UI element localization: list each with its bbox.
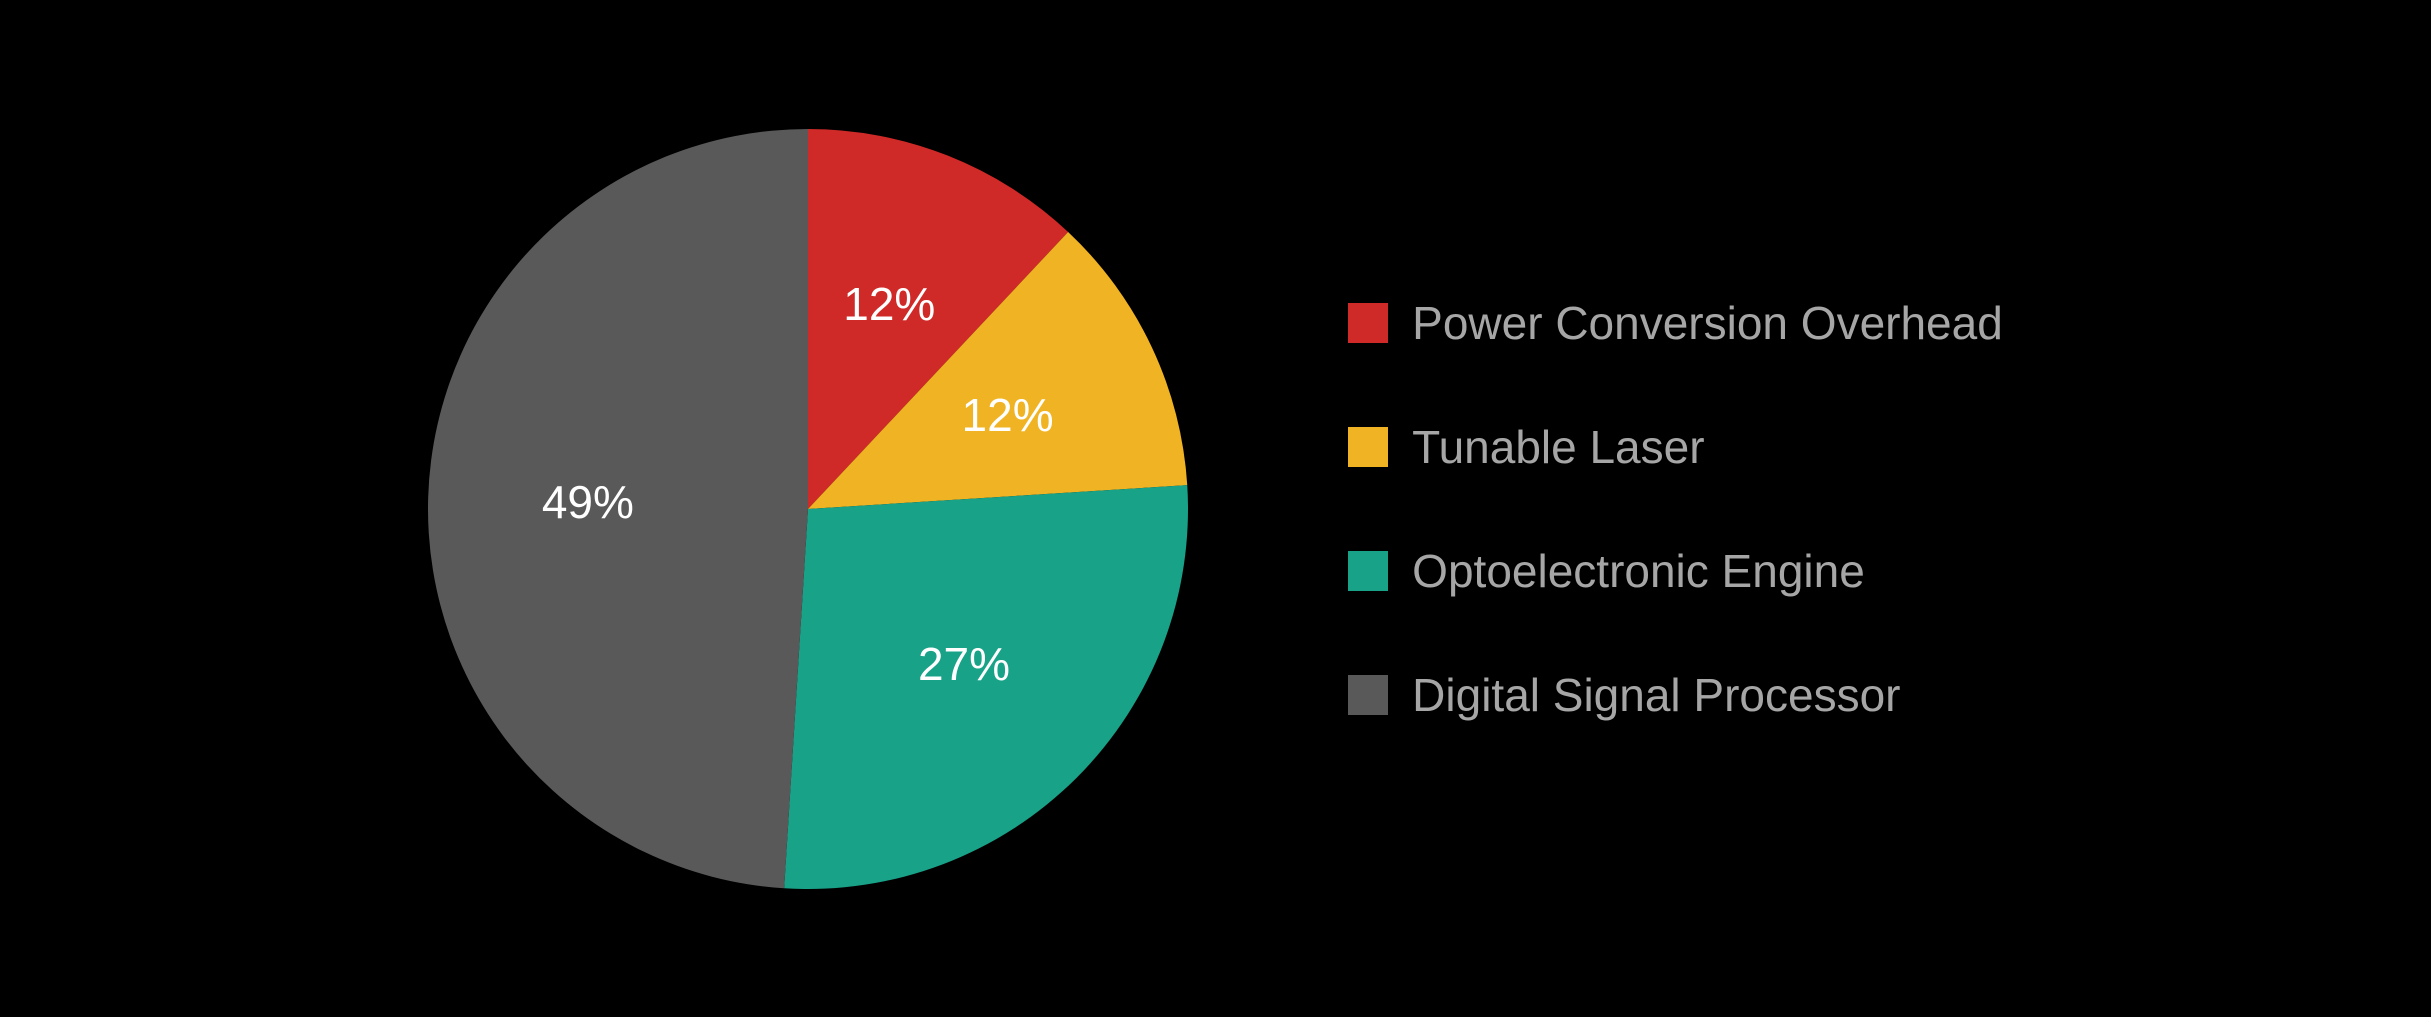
pie-slice-label: 27% [918,637,1010,691]
legend-swatch [1348,427,1388,467]
pie-slice-label: 49% [542,475,634,529]
legend-label: Optoelectronic Engine [1412,544,1865,598]
legend: Power Conversion Overhead Tunable Laser Op… [1348,296,2003,722]
legend-item: Digital Signal Processor [1348,668,2003,722]
legend-item: Power Conversion Overhead [1348,296,2003,350]
pie-chart-container: 12% 12% 27% 49% Power Conversion Overhead Tu… [0,0,2431,1017]
legend-swatch [1348,303,1388,343]
legend-item: Tunable Laser [1348,420,2003,474]
legend-label: Digital Signal Processor [1412,668,1900,722]
pie-slice-label: 12% [843,277,935,331]
legend-swatch [1348,675,1388,715]
pie-slice-label: 12% [962,388,1054,442]
legend-label: Tunable Laser [1412,420,1704,474]
legend-item: Optoelectronic Engine [1348,544,2003,598]
pie-chart: 12% 12% 27% 49% [428,129,1188,889]
legend-label: Power Conversion Overhead [1412,296,2003,350]
legend-swatch [1348,551,1388,591]
